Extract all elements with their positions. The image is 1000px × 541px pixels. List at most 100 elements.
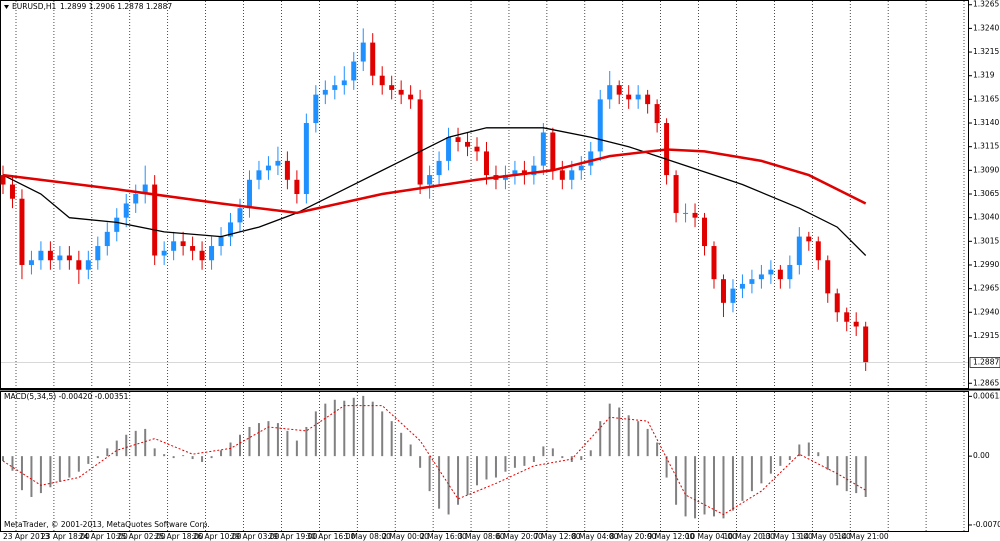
y-tick-label: 1.3140 <box>973 118 999 127</box>
y-tick-label: 1.3165 <box>973 94 999 103</box>
candle-body <box>465 141 471 147</box>
candle-body <box>550 132 556 171</box>
macd-bar <box>324 403 327 457</box>
candle-body <box>635 94 641 100</box>
symbol-icon <box>4 5 9 9</box>
candle-body <box>294 179 300 194</box>
macd-bar <box>608 403 611 457</box>
candle-body <box>218 236 224 247</box>
macd-bar <box>731 456 734 511</box>
x-tick-label: 9 May 12:00 <box>648 532 695 541</box>
macd-bar <box>855 456 858 494</box>
y-tick-label: 1.2965 <box>973 284 999 293</box>
candle-body <box>626 94 632 100</box>
y-tick-label: 1.3240 <box>973 23 999 32</box>
macd-bar <box>239 434 241 457</box>
macd-signal <box>2 405 866 516</box>
candle-body <box>0 175 6 185</box>
candle-body <box>322 89 328 95</box>
macd-bar <box>333 399 336 457</box>
macd-bar <box>580 456 583 461</box>
current-price-box <box>969 357 1000 368</box>
candle-body <box>370 42 376 76</box>
candle-body <box>730 288 736 303</box>
candle-body <box>559 170 565 180</box>
candle-body <box>265 165 271 171</box>
macd-bar <box>11 456 14 471</box>
candle-body <box>758 274 764 280</box>
candle-body <box>47 250 53 261</box>
candle-body <box>474 146 480 152</box>
candle-body <box>133 194 139 204</box>
candle-body <box>123 203 129 218</box>
macd-bar <box>409 444 412 457</box>
x-tick-label: 14 May 05:00 <box>799 532 851 541</box>
candle-body <box>777 269 783 280</box>
candle-body <box>246 179 252 209</box>
y-tick-label: 0.00615 <box>973 391 1000 400</box>
macd-bar <box>134 430 137 457</box>
candle-body <box>607 85 613 100</box>
moving-average <box>2 148 867 215</box>
macd-bar <box>210 456 213 459</box>
macd-bar <box>817 452 820 457</box>
macd-bar <box>703 456 706 515</box>
x-tick-label: 23 Apr 2013 <box>3 532 50 541</box>
macd-bar <box>637 421 640 457</box>
macd-bar <box>561 456 564 459</box>
candle-body <box>228 222 234 237</box>
y-tick-label: 1.319 <box>973 71 995 80</box>
candle-body <box>66 255 72 261</box>
candle-body <box>275 160 281 166</box>
x-tick-label: 8 May 20:00 <box>610 532 657 541</box>
y-tick-label: 1.3265 <box>973 0 999 9</box>
x-tick-label: 8 May 04:00 <box>572 532 619 541</box>
x-tick-label: 3 May 08:00 <box>458 532 505 541</box>
candle-body <box>398 89 404 95</box>
candle-body <box>38 250 44 261</box>
x-tick-label: 2 May 00:00 <box>382 532 429 541</box>
macd-bar <box>798 444 801 457</box>
macd-bar <box>106 448 109 457</box>
x-tick-label: 10 May 20:00 <box>723 532 775 541</box>
macd-bar <box>96 456 99 459</box>
candle-body <box>341 80 347 86</box>
candle-body <box>683 212 689 214</box>
candle-body <box>806 236 812 242</box>
macd-bar <box>807 442 810 457</box>
candle-body <box>446 137 452 161</box>
macd-bar <box>87 456 90 464</box>
candle-body <box>436 160 442 176</box>
candle-body <box>863 326 869 363</box>
macd-bar <box>599 421 602 457</box>
y-tick-label: 1.3040 <box>973 213 999 222</box>
candle-body <box>57 255 63 261</box>
current-price-label: 1.2887 <box>973 357 999 366</box>
candle-body <box>673 175 679 213</box>
macd-bar <box>400 432 403 457</box>
x-tick-label: 25 Apr 02:00 <box>117 532 166 541</box>
candle-body <box>76 260 82 270</box>
candle-body <box>408 94 414 100</box>
candle-body <box>844 312 850 322</box>
candle-body <box>360 42 366 62</box>
copyright: MetaTrader, © 2001-2013, MetaQuotes Soft… <box>4 520 210 529</box>
macd-bar <box>49 456 52 488</box>
macd-bar <box>182 455 185 457</box>
macd-bar <box>750 456 753 492</box>
candle-body <box>190 246 196 251</box>
macd-bar <box>447 456 450 515</box>
candle-body <box>28 260 34 265</box>
macd-bar <box>466 456 469 496</box>
candle-body <box>237 208 243 223</box>
candle-body <box>199 250 205 261</box>
macd-bar <box>694 456 697 519</box>
macd-bar <box>276 423 279 457</box>
macd-bar <box>191 456 194 460</box>
candle-body <box>152 184 158 256</box>
moving-average <box>2 127 867 256</box>
macd-bar <box>476 456 478 486</box>
x-tick-label: 6 May 20:00 <box>496 532 543 541</box>
macd-bar <box>153 448 156 457</box>
